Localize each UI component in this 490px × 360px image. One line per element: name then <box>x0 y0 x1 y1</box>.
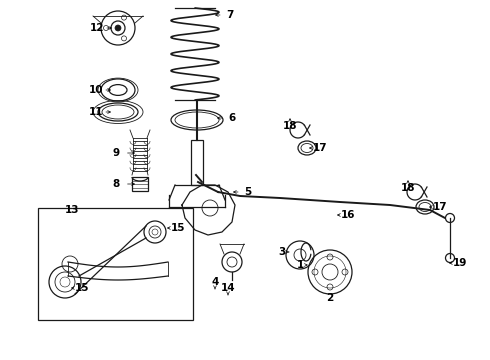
Text: 3: 3 <box>278 247 286 257</box>
Text: 10: 10 <box>89 85 103 95</box>
Text: 18: 18 <box>283 121 297 131</box>
Text: 7: 7 <box>226 10 234 20</box>
Text: 5: 5 <box>245 187 252 197</box>
Text: 15: 15 <box>171 223 185 233</box>
Text: 18: 18 <box>401 183 415 193</box>
Text: 12: 12 <box>90 23 104 33</box>
Bar <box>38 208 193 320</box>
Text: 2: 2 <box>326 293 334 303</box>
Text: 8: 8 <box>112 179 120 189</box>
Text: 14: 14 <box>220 283 235 293</box>
Bar <box>191 140 203 185</box>
Text: 11: 11 <box>89 107 103 117</box>
Text: 1: 1 <box>296 260 304 270</box>
Text: 19: 19 <box>453 258 467 268</box>
Text: 17: 17 <box>433 202 447 212</box>
Text: 15: 15 <box>75 283 89 293</box>
Text: 6: 6 <box>228 113 236 123</box>
Text: 17: 17 <box>313 143 327 153</box>
Bar <box>132 177 148 191</box>
Text: 9: 9 <box>112 148 120 158</box>
Text: 4: 4 <box>211 277 219 287</box>
Circle shape <box>115 25 121 31</box>
Text: 16: 16 <box>341 210 355 220</box>
Text: 13: 13 <box>65 205 79 215</box>
